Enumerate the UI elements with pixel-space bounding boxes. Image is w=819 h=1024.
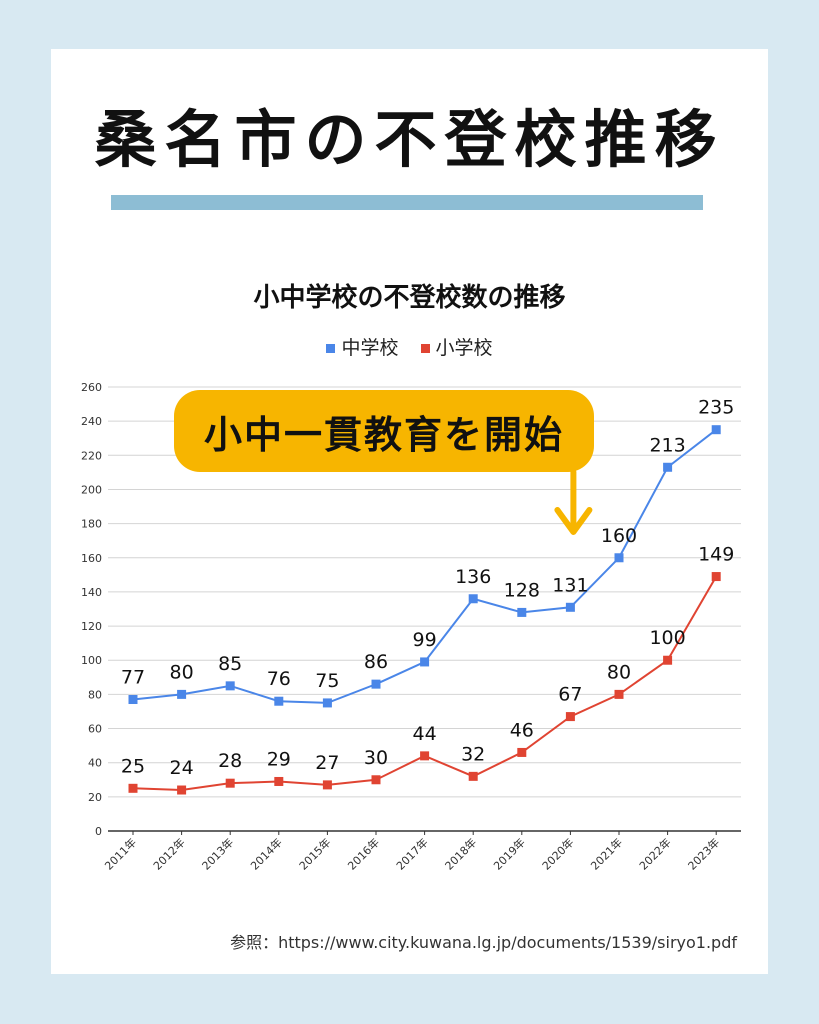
legend: 中学校 小学校 (0, 333, 819, 360)
x-tick-label-8: 2019年 (490, 835, 527, 872)
data-label-0-7: 136 (455, 566, 491, 588)
data-point-0-12 (711, 425, 721, 435)
x-tick-label-4: 2015年 (296, 835, 333, 872)
data-point-0-9 (565, 602, 575, 612)
data-point-0-5 (371, 679, 381, 689)
y-tick-label-100: 100 (81, 654, 102, 667)
data-label-0-1: 80 (170, 661, 194, 683)
data-point-1-8 (517, 747, 527, 757)
data-label-1-11: 100 (649, 627, 685, 649)
y-tick-label-20: 20 (88, 791, 102, 804)
data-label-1-5: 30 (364, 747, 388, 769)
data-label-0-12: 235 (698, 397, 734, 419)
y-tick-label-120: 120 (81, 620, 102, 633)
data-point-1-3 (274, 776, 284, 786)
data-point-0-8 (517, 607, 527, 617)
x-tick-label-10: 2021年 (588, 835, 625, 872)
data-label-1-2: 28 (218, 750, 242, 772)
data-point-1-7 (468, 771, 478, 781)
data-point-1-1 (177, 785, 187, 795)
data-point-0-2 (225, 681, 235, 691)
data-point-0-3 (274, 696, 284, 706)
data-point-1-2 (225, 778, 235, 788)
y-tick-label-40: 40 (88, 757, 102, 770)
legend-swatch-middle (326, 344, 336, 353)
title-underline (111, 195, 703, 210)
x-tick-label-7: 2018年 (442, 835, 479, 872)
y-tick-label-240: 240 (81, 415, 102, 428)
data-point-1-4 (322, 780, 332, 790)
data-point-0-6 (420, 657, 430, 667)
data-label-0-6: 99 (413, 629, 437, 651)
y-tick-label-140: 140 (81, 586, 102, 599)
data-label-0-5: 86 (364, 651, 388, 673)
data-label-1-6: 44 (413, 723, 437, 745)
data-label-1-1: 24 (170, 757, 194, 779)
legend-item-elementary: 小学校 (420, 333, 493, 360)
data-point-1-0 (128, 783, 138, 793)
x-tick-label-3: 2014年 (247, 835, 284, 872)
data-point-1-11 (663, 655, 673, 665)
x-tick-label-6: 2017年 (393, 835, 430, 872)
x-tick-label-0: 2011年 (102, 835, 139, 872)
data-point-1-12 (711, 572, 721, 582)
data-point-1-9 (565, 712, 575, 722)
data-label-0-3: 76 (267, 668, 291, 690)
data-label-0-10: 160 (601, 525, 637, 547)
legend-label-middle: 中学校 (341, 337, 399, 359)
y-tick-label-0: 0 (95, 825, 102, 838)
data-point-1-6 (420, 751, 430, 761)
data-point-0-1 (177, 689, 187, 699)
x-tick-label-2: 2013年 (199, 835, 236, 872)
data-label-0-8: 128 (504, 579, 540, 601)
data-label-0-2: 85 (218, 653, 242, 675)
y-tick-label-60: 60 (88, 723, 102, 736)
source-citation: 参照：https://www.city.kuwana.lg.jp/documen… (230, 933, 737, 952)
x-tick-label-11: 2022年 (636, 835, 673, 872)
y-tick-label-180: 180 (81, 518, 102, 531)
x-tick-label-12: 2023年 (685, 835, 722, 872)
y-tick-label-260: 260 (81, 381, 102, 394)
data-point-0-10 (614, 553, 624, 563)
data-label-1-9: 67 (558, 684, 582, 706)
data-label-1-10: 80 (607, 661, 631, 683)
data-label-0-11: 213 (649, 434, 685, 456)
data-label-0-4: 75 (315, 670, 339, 692)
callout-badge: 小中一貫教育を開始 (174, 390, 594, 472)
legend-swatch-elementary (420, 344, 430, 353)
data-point-0-11 (663, 462, 673, 472)
y-tick-label-80: 80 (88, 688, 102, 701)
data-label-1-0: 25 (121, 755, 145, 777)
data-point-1-5 (371, 775, 381, 785)
y-tick-label-200: 200 (81, 483, 102, 496)
chart-title: 小中学校の不登校数の推移 (253, 283, 566, 313)
data-label-1-3: 29 (267, 748, 291, 770)
data-point-0-4 (322, 698, 332, 708)
data-point-1-10 (614, 689, 624, 699)
y-tick-label-160: 160 (81, 552, 102, 565)
data-label-1-7: 32 (461, 743, 485, 765)
data-label-0-9: 131 (552, 574, 588, 596)
data-label-1-8: 46 (510, 719, 534, 741)
data-label-1-4: 27 (315, 752, 339, 774)
data-label-1-12: 149 (698, 544, 734, 566)
page-title: 桑名市の不登校推移 (94, 103, 725, 176)
data-point-0-0 (128, 695, 138, 705)
x-tick-label-5: 2016年 (345, 835, 382, 872)
legend-item-middle: 中学校 (326, 333, 398, 360)
data-point-0-7 (468, 594, 478, 604)
legend-label-elementary: 小学校 (435, 337, 493, 359)
y-tick-label-220: 220 (81, 449, 102, 462)
data-label-0-0: 77 (121, 667, 145, 689)
x-tick-label-9: 2020年 (539, 835, 576, 872)
callout-arrow-head (554, 507, 593, 535)
x-tick-label-1: 2012年 (150, 835, 187, 872)
